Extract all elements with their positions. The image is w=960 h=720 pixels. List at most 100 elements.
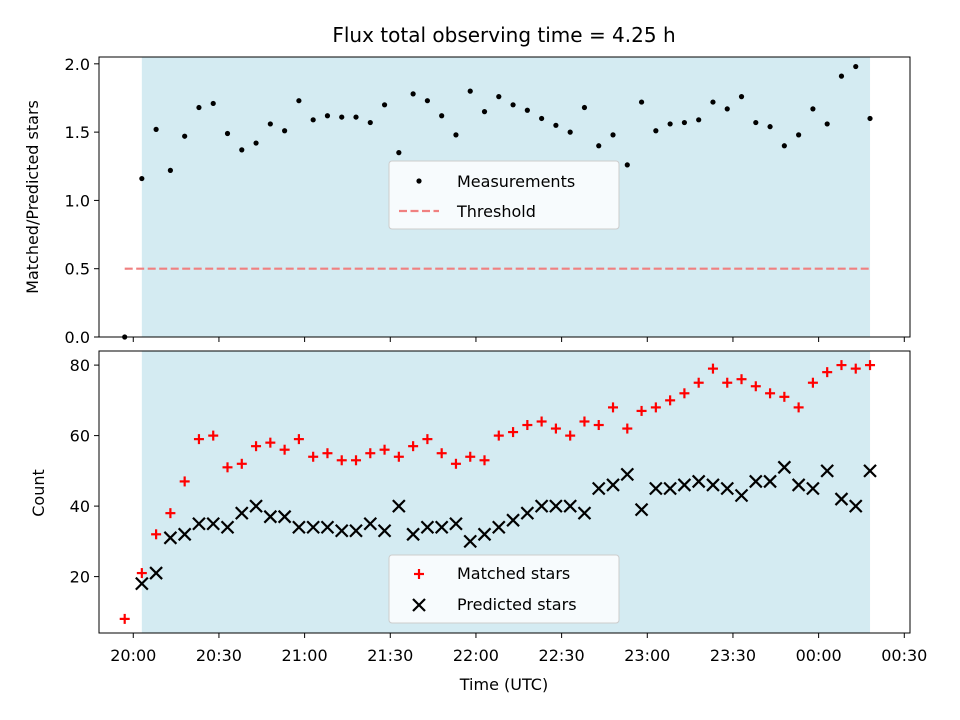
predicted-star-point bbox=[577, 506, 592, 520]
measurement-point bbox=[381, 102, 388, 108]
matched-star-point bbox=[693, 377, 704, 388]
measurement-point bbox=[267, 121, 273, 127]
top-panel-frame bbox=[98, 56, 911, 338]
measurement-point bbox=[824, 121, 830, 127]
legend-predicted-stars-label: Predicted stars bbox=[457, 595, 577, 614]
predicted-star-point bbox=[206, 516, 221, 531]
predicted-star-point bbox=[463, 534, 478, 549]
x-tick-label: 00:30 bbox=[881, 646, 927, 665]
predicted-star-point bbox=[806, 481, 820, 496]
bottom-panel-frame bbox=[98, 350, 911, 634]
predicted-star-point bbox=[706, 478, 720, 492]
measurement-point bbox=[767, 124, 773, 130]
measurement-point bbox=[424, 98, 430, 104]
matched-star-point bbox=[351, 455, 362, 466]
matched-star-point bbox=[665, 395, 676, 406]
matched-star-point bbox=[393, 451, 404, 462]
predicted-star-point bbox=[634, 502, 649, 517]
measurement-point bbox=[367, 119, 373, 126]
matched-star-point bbox=[750, 381, 761, 392]
predicted-star-point bbox=[377, 523, 392, 538]
measurement-point bbox=[253, 140, 259, 146]
matched-star-point bbox=[593, 420, 604, 431]
predicted-star-point bbox=[235, 506, 249, 520]
predicted-star-point bbox=[420, 520, 435, 535]
predicted-star-point bbox=[249, 499, 263, 513]
predicted-star-point bbox=[591, 481, 606, 496]
legend-matched-stars-label: Matched stars bbox=[457, 564, 570, 583]
predicted-star-point bbox=[820, 464, 834, 478]
x-tick-label: 21:30 bbox=[367, 646, 413, 665]
predicted-star-point bbox=[734, 488, 749, 503]
matched-star-point bbox=[436, 448, 447, 459]
measurement-point bbox=[539, 115, 545, 122]
matched-star-point bbox=[422, 434, 433, 445]
y-tick-label: 80 bbox=[70, 356, 90, 375]
measurement-point bbox=[596, 143, 602, 149]
measurement-point bbox=[810, 106, 816, 112]
matched-star-point bbox=[622, 423, 633, 434]
predicted-star-point bbox=[363, 516, 378, 531]
matched-star-point bbox=[865, 360, 876, 371]
predicted-star-point bbox=[606, 478, 620, 492]
x-tick-label: 21:00 bbox=[282, 646, 328, 665]
matched-star-point bbox=[565, 430, 576, 441]
x-tick-label: 20:30 bbox=[196, 646, 242, 665]
matched-star-point bbox=[165, 508, 176, 519]
measurement-point bbox=[696, 117, 702, 123]
matched-star-point bbox=[236, 458, 247, 469]
predicted-star-point bbox=[163, 531, 178, 545]
top-legend: Measurements Threshold bbox=[388, 160, 620, 230]
measurement-point bbox=[296, 98, 302, 104]
bottom-legend-box bbox=[388, 554, 620, 624]
measurement-point bbox=[724, 106, 730, 112]
x-tick-label: 23:30 bbox=[710, 646, 756, 665]
matched-star-point bbox=[679, 388, 690, 399]
measurement-point bbox=[838, 73, 845, 79]
predicted-star-point bbox=[763, 474, 777, 489]
matched-star-point bbox=[151, 529, 162, 540]
y-tick-label: 0.0 bbox=[65, 328, 90, 347]
predicted-star-point bbox=[663, 481, 677, 496]
predicted-star-point bbox=[506, 513, 520, 527]
top-x-ticks bbox=[132, 337, 905, 342]
predicted-star-point bbox=[777, 460, 792, 475]
matched-star-point bbox=[365, 448, 376, 459]
measurement-point bbox=[638, 99, 645, 105]
bottom-x-ticks: 20:00 20:30 21:00 21:30 22:00 22:30 23:00 23:30… bbox=[110, 633, 927, 665]
measurement-point bbox=[667, 121, 673, 127]
matched-star-point bbox=[208, 430, 219, 441]
measurement-point bbox=[567, 129, 573, 135]
measurement-point bbox=[324, 113, 331, 119]
measurement-point bbox=[282, 128, 288, 134]
measurement-point bbox=[167, 167, 173, 173]
measurement-point bbox=[396, 150, 402, 156]
matched-star-point bbox=[265, 437, 276, 448]
x-tick-label: 22:30 bbox=[539, 646, 585, 665]
matched-star-point bbox=[136, 568, 147, 579]
predicted-star-point bbox=[392, 499, 406, 513]
measurement-point bbox=[339, 114, 345, 120]
predicted-star-point bbox=[863, 464, 877, 478]
top-panel: 0.00.51.01.52.0 Matched/Predicted stars … bbox=[23, 55, 911, 347]
measurement-point bbox=[153, 126, 159, 132]
matched-star-point bbox=[779, 391, 790, 402]
measurement-point bbox=[410, 91, 416, 97]
predicted-star-point bbox=[520, 506, 535, 520]
x-tick-label: 20:00 bbox=[110, 646, 156, 665]
matched-star-point bbox=[707, 363, 718, 374]
matched-star-point bbox=[119, 613, 130, 624]
predicted-stars-points bbox=[135, 460, 877, 591]
predicted-star-point bbox=[220, 520, 235, 535]
matched-star-point bbox=[508, 427, 519, 438]
measurement-point bbox=[524, 107, 530, 113]
predicted-star-point bbox=[334, 523, 349, 538]
measurement-point bbox=[453, 132, 459, 138]
matched-star-point bbox=[379, 444, 390, 455]
legend-threshold-label: Threshold bbox=[456, 202, 536, 221]
matched-star-point bbox=[807, 377, 818, 388]
matched-star-point bbox=[536, 416, 547, 427]
predicted-star-point bbox=[263, 509, 278, 524]
matched-star-point bbox=[550, 423, 561, 434]
